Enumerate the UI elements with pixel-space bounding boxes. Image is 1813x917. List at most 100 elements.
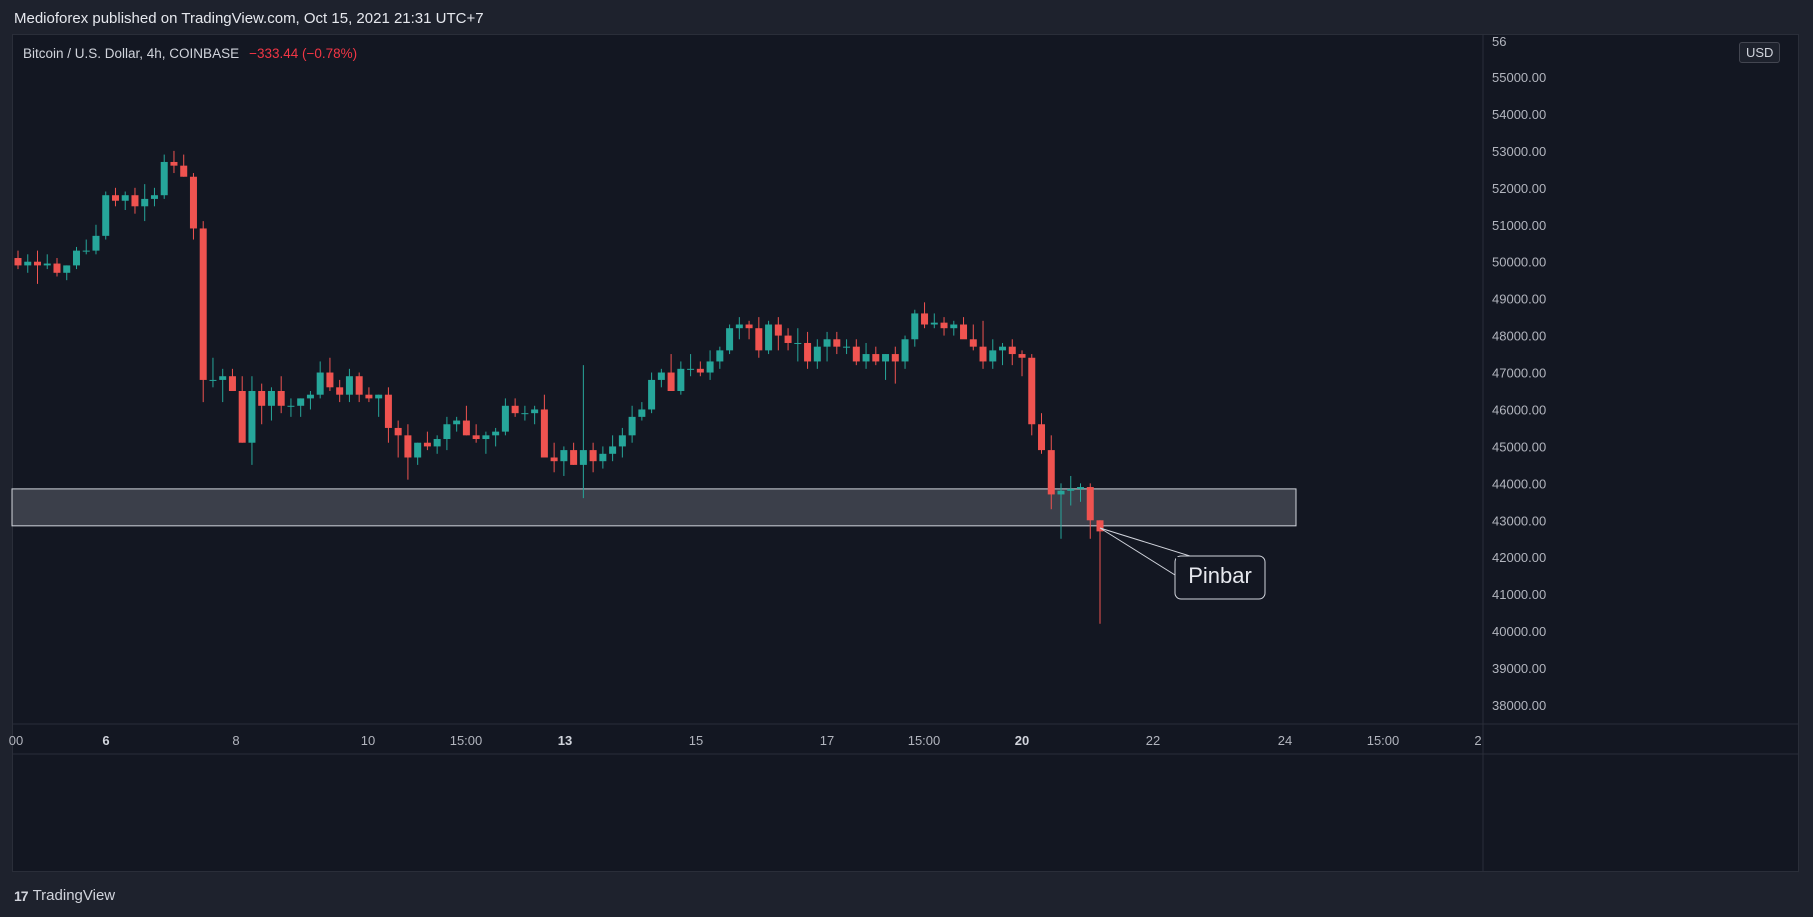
candle-body [1057, 490, 1065, 495]
candle-body [1047, 450, 1055, 495]
candle-body [667, 372, 675, 391]
symbol-legend[interactable]: Bitcoin / U.S. Dollar, 4h, COINBASE −333.… [23, 46, 357, 61]
tradingview-logo-icon: 17 [14, 887, 29, 904]
candle-body [72, 250, 80, 266]
time-tick-label: 2 [1474, 733, 1481, 748]
candle-body [911, 313, 919, 340]
candle-body [1067, 488, 1075, 491]
candle-body [1018, 354, 1026, 358]
price-tick-label: 43000.00 [1492, 513, 1546, 528]
candle-body [1028, 357, 1036, 425]
candle-body [1008, 346, 1016, 355]
candle-body [453, 420, 461, 425]
candle-body [228, 376, 236, 391]
price-tick-label: 38000.00 [1492, 698, 1546, 713]
candle-body [745, 324, 753, 329]
brand-name: TradingView [32, 887, 116, 904]
candle-body [774, 324, 782, 336]
currency-badge[interactable]: USD [1739, 42, 1781, 63]
time-tick-label: 15 [689, 733, 703, 748]
candle-body [131, 195, 139, 207]
candle-body [82, 250, 90, 252]
candle-body [297, 398, 305, 406]
candle-body [540, 409, 548, 458]
candle-body [862, 354, 870, 362]
candle-body [999, 346, 1007, 351]
candle-body [53, 263, 61, 273]
time-tick-label: 22 [1146, 733, 1160, 748]
price-tick-label: 47000.00 [1492, 366, 1546, 381]
footer-bar: 17 TradingView [0, 873, 1813, 917]
candle-body [618, 435, 626, 447]
price-tick-label: 42000.00 [1492, 550, 1546, 565]
chart-frame[interactable] [12, 34, 1799, 872]
candle-body [24, 261, 32, 266]
candle-body [219, 376, 227, 380]
price-tick-label: 54000.00 [1492, 107, 1546, 122]
support-zone [11, 488, 1297, 527]
candle-body [92, 235, 100, 251]
candle-body [891, 354, 899, 362]
candle-body [726, 328, 734, 351]
time-tick-label: 6 [102, 733, 109, 748]
candle-body [735, 324, 743, 329]
candle-body [706, 361, 714, 373]
candle-body [394, 427, 402, 436]
candle-body [209, 379, 217, 381]
candle-body [794, 342, 802, 344]
price-tick-label: 45000.00 [1492, 439, 1546, 454]
candle-body [199, 228, 207, 380]
candle-body [150, 195, 158, 199]
candle-body [472, 435, 480, 440]
price-tick-label: 40000.00 [1492, 624, 1546, 639]
price-tick-label-partial: 56 [1492, 34, 1506, 49]
time-tick-label: 15:00 [450, 733, 483, 748]
candle-body [852, 346, 860, 362]
candle-body [336, 387, 344, 395]
symbol-name: Bitcoin / U.S. Dollar, 4h, COINBASE [23, 46, 240, 61]
time-tick-label: 15:00 [908, 733, 941, 748]
price-tick-label: 46000.00 [1492, 402, 1546, 417]
candle-body [989, 350, 997, 362]
candle-body [482, 435, 490, 440]
candle-body [950, 324, 958, 329]
candle-body [677, 368, 685, 391]
candle-body [843, 346, 851, 348]
time-tick-label: 24 [1278, 733, 1292, 748]
candle-body [189, 176, 197, 229]
candle-body [960, 324, 968, 340]
candle-body [872, 354, 880, 362]
candle-body [521, 413, 529, 415]
candle-body [63, 265, 71, 273]
candle-body [355, 376, 363, 395]
candle-body [306, 394, 314, 399]
candle-body [1096, 520, 1104, 532]
candle-body [326, 372, 334, 388]
candle-body [882, 354, 890, 362]
candle-body [248, 391, 256, 443]
candle-body [813, 346, 821, 362]
candle-body [423, 442, 431, 447]
time-tick-label: 17 [820, 733, 834, 748]
price-tick-label: 52000.00 [1492, 181, 1546, 196]
candle-body [657, 372, 665, 380]
candle-body [141, 198, 149, 207]
candle-body [804, 342, 812, 362]
price-tick-label: 41000.00 [1492, 587, 1546, 602]
time-tick-label: 20 [1015, 733, 1029, 748]
time-tick-label: 00 [9, 733, 23, 748]
candle-body [921, 313, 929, 325]
price-tick-label: 49000.00 [1492, 292, 1546, 307]
candle-body [462, 420, 470, 436]
candle-body [501, 405, 509, 432]
candle-body [443, 424, 451, 440]
candle-body [609, 446, 617, 454]
tradingview-logo[interactable]: 17 TradingView [14, 887, 115, 904]
candle-body [599, 453, 607, 462]
price-tick-label: 48000.00 [1492, 329, 1546, 344]
candle-body [1038, 424, 1046, 451]
time-tick-label: 10 [361, 733, 375, 748]
price-tick-label: 55000.00 [1492, 70, 1546, 85]
time-tick-label: 8 [232, 733, 239, 748]
